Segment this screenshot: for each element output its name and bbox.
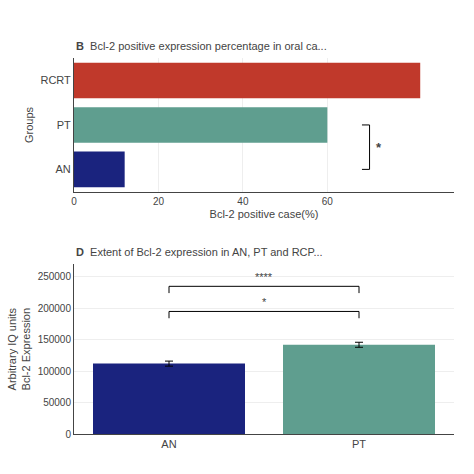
svg-text:Arbitrary IQ unitsBcl-2 Expres: Arbitrary IQ unitsBcl-2 Expression bbox=[6, 307, 32, 390]
svg-text:100000: 100000 bbox=[38, 366, 72, 377]
svg-text:*: * bbox=[376, 140, 382, 155]
svg-text:Groups: Groups bbox=[23, 106, 35, 143]
svg-text:AN: AN bbox=[56, 163, 71, 175]
svg-text:40: 40 bbox=[237, 196, 249, 207]
svg-text:150000: 150000 bbox=[38, 334, 72, 345]
svg-text:RCRT: RCRT bbox=[40, 74, 71, 86]
svg-text:D Extent of Bcl-2 expression: D Extent of Bcl-2 expression in AN, PT a… bbox=[76, 246, 323, 258]
svg-text:PT: PT bbox=[57, 119, 71, 131]
svg-text:AN: AN bbox=[161, 438, 176, 450]
svg-text:20: 20 bbox=[153, 196, 165, 207]
svg-text:60: 60 bbox=[322, 196, 334, 207]
svg-text:Bcl-2 positive case(%): Bcl-2 positive case(%) bbox=[210, 208, 319, 220]
svg-text:PT: PT bbox=[352, 438, 366, 450]
svg-text:****: **** bbox=[255, 271, 273, 283]
svg-text:50000: 50000 bbox=[43, 397, 71, 408]
svg-text:B Bcl-2 positive expression p: B Bcl-2 positive expression percentage i… bbox=[76, 40, 327, 52]
svg-text:*: * bbox=[262, 296, 267, 308]
svg-text:0: 0 bbox=[71, 196, 77, 207]
svg-text:200000: 200000 bbox=[38, 303, 72, 314]
svg-text:250000: 250000 bbox=[38, 271, 72, 282]
svg-text:0: 0 bbox=[65, 429, 71, 440]
